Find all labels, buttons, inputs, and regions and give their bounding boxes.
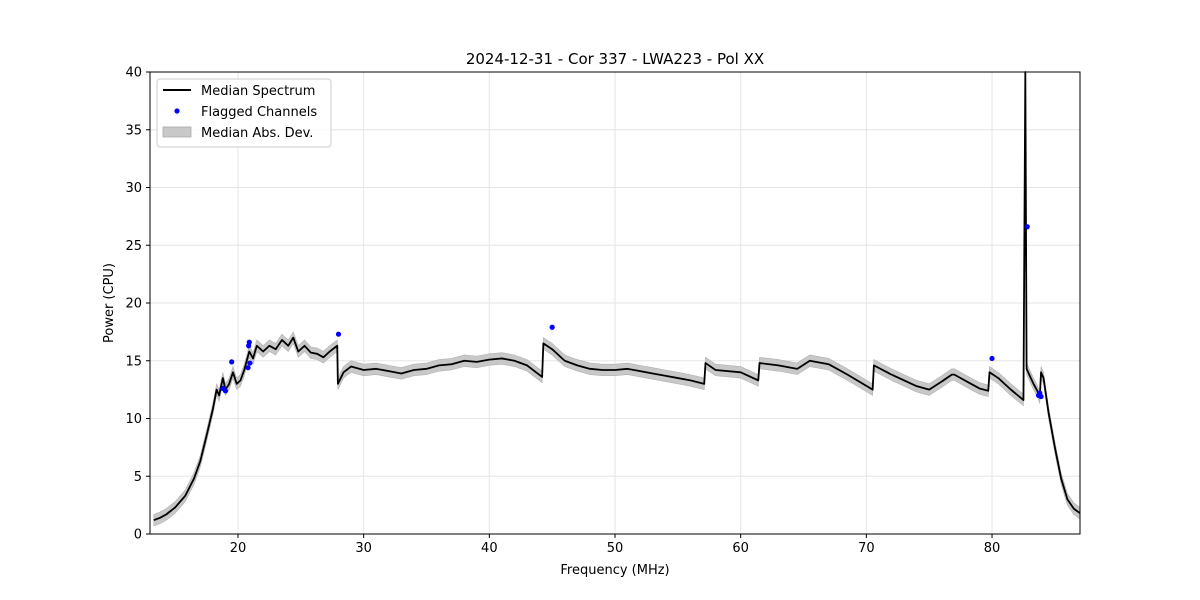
legend: Median Spectrum Flagged Channels Median …: [156, 78, 332, 148]
flagged-channel-point: [549, 324, 555, 330]
median-spectrum: [153, 71, 1081, 521]
flagged-channel-point: [246, 339, 252, 345]
y-tick-label: 35: [125, 123, 142, 138]
flagged-channel-point: [222, 388, 229, 394]
legend-label-flagged-channels: Flagged Channels: [201, 105, 317, 120]
x-tick-label: 80: [984, 541, 1001, 556]
y-tick-label: 20: [125, 297, 142, 312]
x-tick-label: 40: [481, 541, 498, 556]
y-tick-label: 15: [125, 354, 142, 369]
chart-title: 2024-12-31 - Cor 337 - LWA223 - Pol XX: [466, 50, 764, 68]
median-spectrum-line: [153, 71, 1081, 521]
legend-label-median-abs-dev: Median Abs. Dev.: [201, 126, 313, 141]
y-tick-label: 0: [134, 528, 142, 543]
x-tick-label: 20: [230, 541, 247, 556]
legend-box: [156, 78, 332, 148]
flagged-channel-point: [247, 360, 253, 366]
y-tick-label: 5: [134, 470, 142, 485]
flagged-channel-point: [1038, 393, 1044, 400]
grid: [150, 72, 1080, 534]
y-axis-ticks: 0 5 10 15 20 25 30 35 40: [125, 66, 150, 543]
y-tick-label: 25: [125, 239, 142, 254]
y-tick-label: 30: [125, 181, 142, 196]
legend-label-median-spectrum: Median Spectrum: [201, 84, 315, 99]
x-tick-label: 50: [607, 541, 624, 556]
flagged-channel-point: [335, 331, 342, 337]
flagged-channel-point: [989, 355, 995, 362]
legend-patch-swatch: [162, 126, 192, 138]
x-axis-ticks: 20 30 40 50 60 70 80: [230, 534, 1001, 556]
legend-marker-swatch: [174, 108, 180, 114]
flagged-channels: [220, 224, 1044, 400]
x-tick-label: 70: [858, 541, 875, 556]
y-tick-label: 10: [125, 412, 142, 427]
x-tick-label: 30: [355, 541, 372, 556]
y-tick-label: 40: [125, 66, 142, 81]
y-axis-label: Power (CPU): [102, 263, 117, 343]
x-tick-label: 60: [732, 541, 749, 556]
flagged-channel-point: [1024, 224, 1030, 230]
flagged-channel-point: [229, 359, 235, 365]
x-axis-label: Frequency (MHz): [560, 563, 669, 578]
flagged-channel-point: [245, 365, 251, 371]
